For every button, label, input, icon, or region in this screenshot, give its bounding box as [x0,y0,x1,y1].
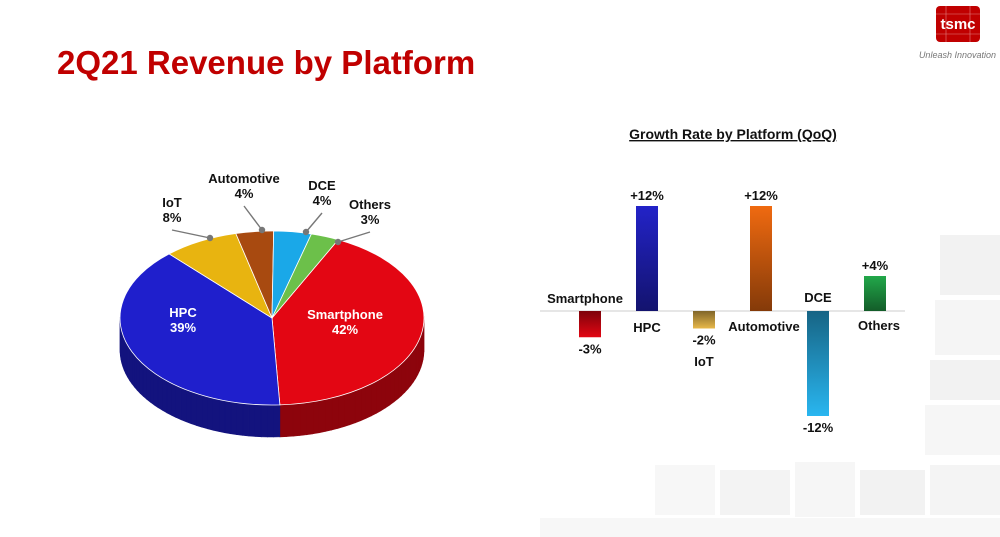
pie-label-name: Smartphone [307,307,383,322]
bar-smartphone [579,311,601,338]
decor-square [795,462,855,517]
decor-square [940,235,1000,295]
bar-iot [693,311,715,329]
decor-square [860,470,925,515]
bar-value-label: -12% [803,420,834,435]
bar-category-label: HPC [633,320,661,335]
decor-square [655,465,715,515]
pie-label-name: Others [349,197,391,212]
tsmc-logo: tsmc [936,6,980,42]
decor-square [720,470,790,515]
pie-slice-smartphone [271,239,425,406]
pie-slice-hpc [119,253,281,406]
pie-leader-dot [206,234,214,242]
bar-value-label: +12% [630,188,664,203]
decor-square [540,518,1000,537]
pie-label-name: DCE [308,178,336,193]
pie-label-name: IoT [162,195,182,210]
pie-label-dce: DCE 4% [272,178,372,208]
pie-leader-dot [258,226,266,234]
pie-label-value: 8% [162,210,182,225]
bar-category-label: Others [858,318,900,333]
pie-label-value: 4% [234,186,254,201]
bar-value-label: -3% [578,341,602,356]
svg-text:tsmc: tsmc [940,16,975,33]
bar-value-label: -2% [692,333,716,348]
bar-hpc [636,206,658,311]
pie-label-name: Automotive [208,171,280,186]
bar-dce [807,311,829,416]
pie-leader-line [337,231,371,243]
bar-category-label: IoT [694,354,714,369]
slide-title: 2Q21 Revenue by Platform [57,44,476,81]
pie-label-smartphone: Smartphone 42% [285,307,405,337]
pie-label-value: 4% [312,193,332,208]
bar-value-label: +12% [744,188,778,203]
pie-label-others: Others 3% [320,197,420,227]
bar-category-label: Smartphone [547,291,623,306]
decor-square [930,360,1000,400]
bar-category-label: DCE [804,290,832,305]
pie-leader-line [305,212,323,233]
bar-automotive [750,206,772,311]
pie-label-value: 39% [169,320,197,335]
decor-square [930,465,1000,515]
pie-leader-dot [302,228,310,236]
decor-square [935,300,1000,355]
bar-value-label: +4% [862,258,889,273]
pie-leader-line [171,229,211,239]
pie-leader-dot [334,238,342,246]
pie-leader-line [243,205,263,231]
pie-label-value: 3% [360,212,380,227]
logo-tagline: Unleash Innovation [918,50,996,60]
pie-label-hpc: HPC 39% [123,305,243,335]
bar-others [864,276,886,311]
pie-label-iot: IoT 8% [122,195,222,225]
pie-label-automotive: Automotive 4% [194,171,294,201]
pie-label-value: 42% [331,322,359,337]
bar-category-label: Automotive [728,319,800,334]
bar-chart-title: Growth Rate by Platform (QoQ) [629,126,837,142]
pie-label-name: HPC [169,305,197,320]
decor-square [925,405,1000,455]
